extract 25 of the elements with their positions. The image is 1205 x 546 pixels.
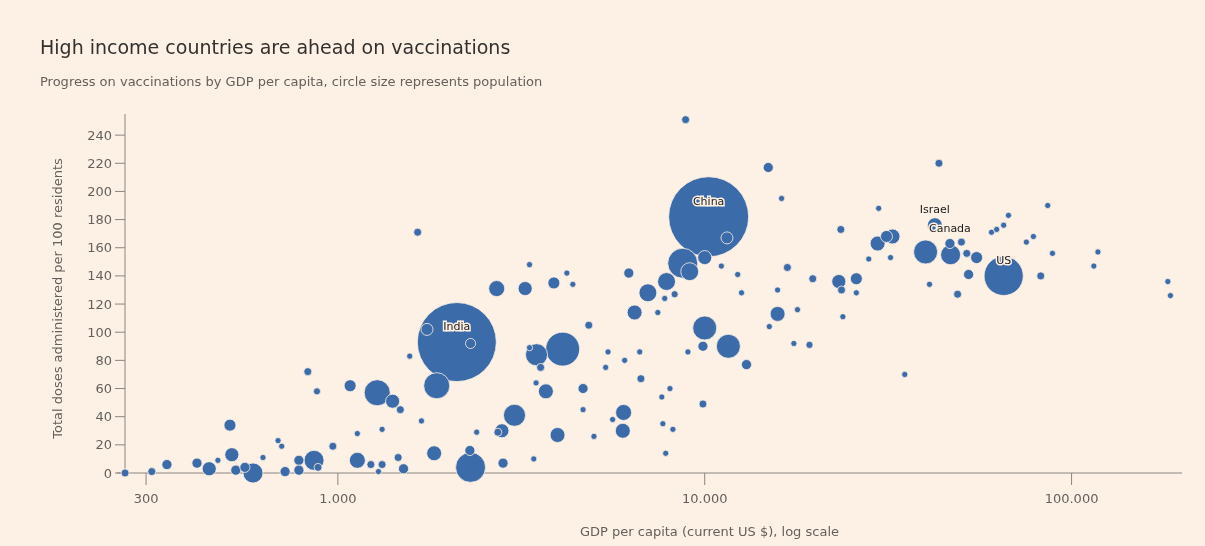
chart-title: High income countries are ahead on vaccinations (40, 36, 511, 58)
x-tick-label: 10.000 (681, 491, 728, 506)
y-tick-label: 200 (87, 183, 112, 199)
annotation: Israel (919, 203, 950, 217)
y-tick-label: 120 (87, 296, 112, 312)
annotation: China (692, 194, 725, 208)
x-tick-label: 1.000 (319, 491, 357, 506)
y-tick-label: 180 (87, 212, 112, 228)
x-tick-label: 100.000 (1044, 491, 1099, 506)
y-tick-label: 20 (95, 437, 112, 453)
annotation: India (443, 320, 471, 334)
y-tick-label: 140 (87, 268, 112, 284)
chart-subtitle: Progress on vaccinations by GDP per capita, circle size represents population (40, 74, 543, 89)
y-tick-label: 160 (87, 240, 112, 256)
y-tick-label: 100 (87, 324, 112, 340)
y-tick-label: 80 (95, 352, 112, 368)
annotation: US (996, 253, 1012, 267)
y-tick-label: 240 (87, 127, 112, 143)
y-tick-label: 60 (95, 381, 112, 397)
y-tick-label: 0 (103, 465, 112, 481)
y-tick-label: 40 (95, 409, 112, 425)
y-axis-title: Total doses administered per 100 residents (50, 158, 65, 440)
x-tick-label: 300 (133, 491, 159, 506)
y-tick-label: 220 (87, 155, 112, 171)
x-axis-title: GDP per capita (current US $), log scale (579, 524, 840, 539)
